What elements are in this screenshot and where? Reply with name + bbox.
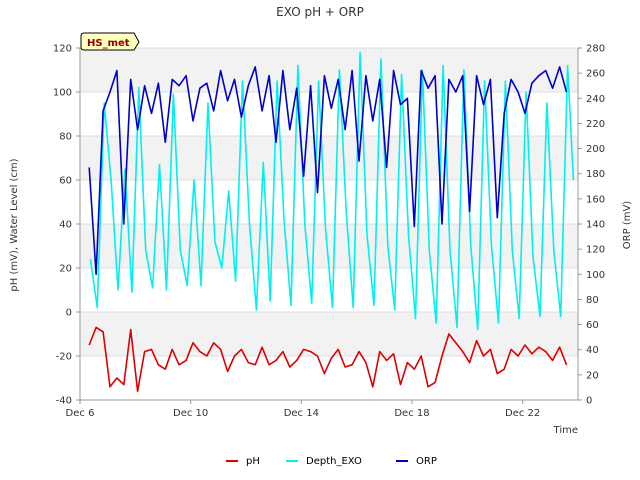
chart-title: EXO pH + ORP bbox=[276, 5, 364, 19]
x-tick-label: Dec 22 bbox=[505, 408, 540, 419]
legend-label: ORP bbox=[416, 456, 437, 467]
axes: -40 -20 0 20 40 60 80 100 120 0 20 40 60 80 100 120 140 1… bbox=[53, 44, 605, 420]
badge-shape bbox=[80, 32, 140, 51]
y-left-tick-label: 120 bbox=[53, 44, 72, 55]
y-right-tick-label: 140 bbox=[586, 220, 605, 231]
x-tick-label: Dec 6 bbox=[66, 408, 95, 419]
y-right-tick-label: 20 bbox=[586, 370, 599, 381]
y-right-tick-label: 200 bbox=[586, 144, 605, 155]
y-right-tick-label: 0 bbox=[586, 396, 592, 407]
y-right-tick-label: 120 bbox=[586, 245, 605, 256]
x-tick-label: Dec 10 bbox=[173, 408, 208, 419]
y-axis-right-label: ORP (mV) bbox=[622, 201, 633, 250]
series-line-orp bbox=[88, 66, 568, 276]
y-left-tick-label: 20 bbox=[59, 264, 72, 275]
series-line-depth-exo bbox=[89, 51, 575, 331]
legend: pH Depth_EXO ORP bbox=[226, 456, 437, 467]
y-right-tick-label: 160 bbox=[586, 194, 605, 205]
y-left-tick-label: 80 bbox=[59, 132, 72, 143]
y-left-tick-label: -20 bbox=[56, 352, 72, 363]
band bbox=[80, 312, 578, 356]
y-right-tick-label: 260 bbox=[586, 69, 605, 80]
y-right-tick-label: 40 bbox=[586, 345, 599, 356]
gridlines bbox=[80, 47, 578, 401]
band bbox=[80, 48, 578, 92]
y-left-tick-label: -40 bbox=[56, 396, 72, 407]
y-axis-left-label: pH (mV), Water Level (cm) bbox=[9, 158, 20, 291]
legend-label: pH bbox=[246, 456, 260, 467]
y-right-tick-label: 280 bbox=[586, 44, 605, 55]
x-tick-label: Dec 14 bbox=[284, 408, 319, 419]
x-axis-label: Time bbox=[553, 425, 578, 436]
legend-item-depth-exo: Depth_EXO bbox=[286, 456, 362, 467]
legend-item-ph: pH bbox=[226, 456, 260, 467]
y-right-tick-label: 180 bbox=[586, 169, 605, 180]
x-tick-label: Dec 18 bbox=[394, 408, 429, 419]
y-right-tick-label: 240 bbox=[586, 94, 605, 105]
y-right-tick-label: 220 bbox=[586, 119, 605, 130]
y-right-tick-label: 100 bbox=[586, 270, 605, 281]
y-left-tick-label: 100 bbox=[53, 88, 72, 99]
series-line-ph bbox=[88, 326, 568, 393]
badge-label: HS_met bbox=[87, 38, 130, 49]
station-badge: HS_met bbox=[80, 32, 140, 51]
y-right-tick-label: 80 bbox=[586, 295, 599, 306]
y-left-tick-label: 0 bbox=[66, 308, 72, 319]
y-left-tick-label: 40 bbox=[59, 220, 72, 231]
y-left-tick-label: 60 bbox=[59, 176, 72, 187]
series-layer bbox=[88, 51, 575, 393]
y-right-tick-label: 60 bbox=[586, 320, 599, 331]
legend-item-orp: ORP bbox=[396, 456, 437, 467]
legend-label: Depth_EXO bbox=[306, 456, 362, 467]
